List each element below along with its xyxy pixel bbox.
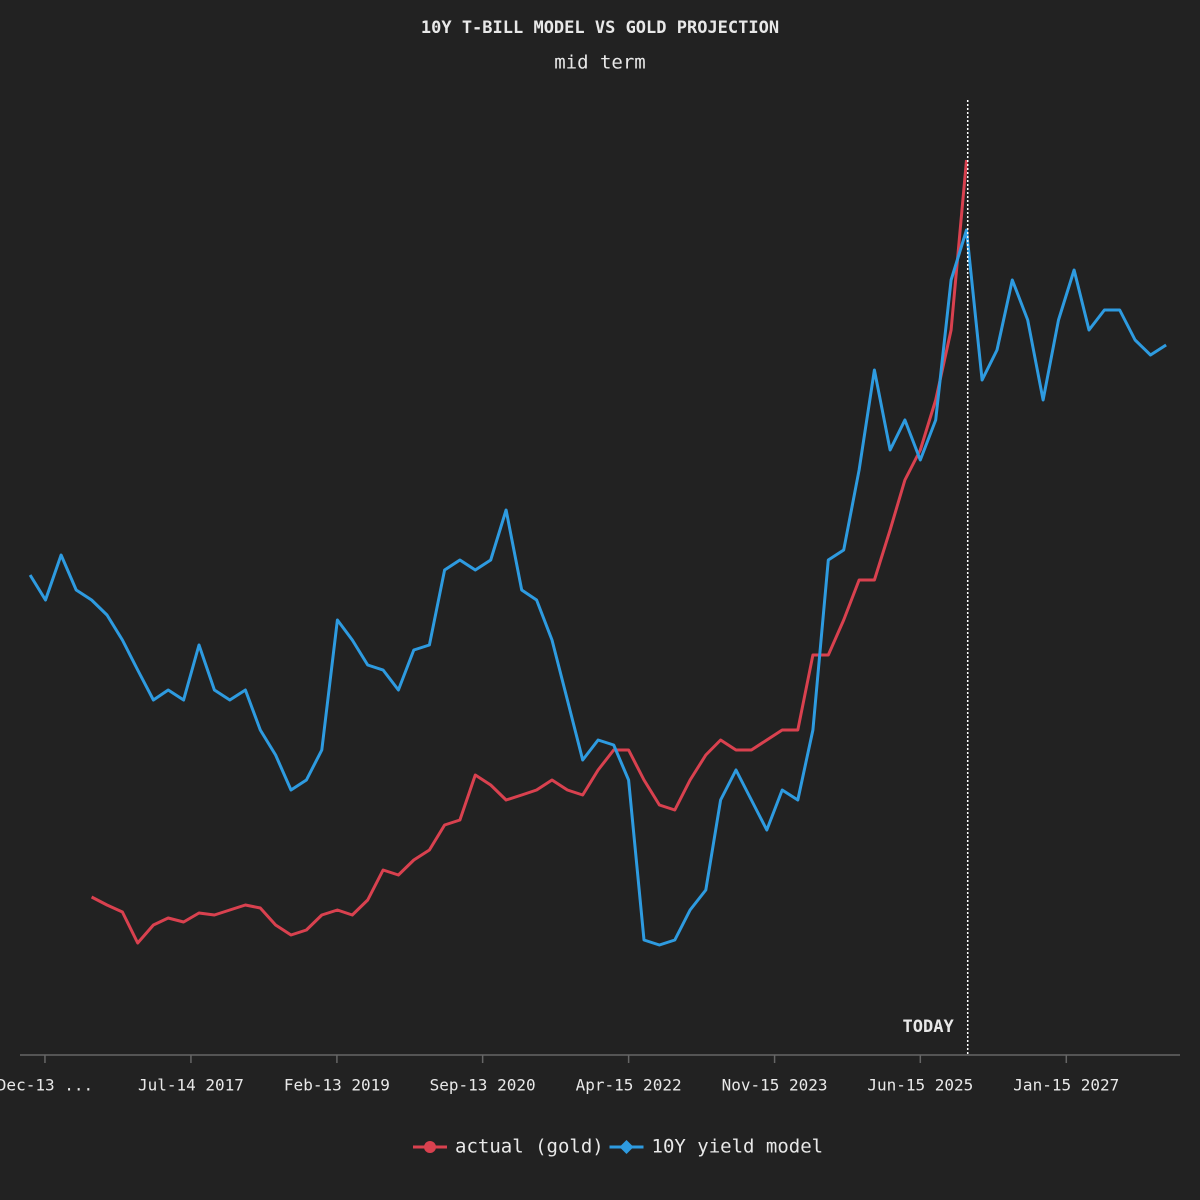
legend-label: actual (gold) xyxy=(455,1136,604,1158)
x-tick-label: Dec-13 ... xyxy=(0,1076,93,1095)
x-tick-label: Nov-15 2023 xyxy=(722,1076,828,1095)
legend-marker xyxy=(619,1140,634,1154)
chart-title: 10Y T-BILL MODEL VS GOLD PROJECTION xyxy=(421,18,779,38)
series-line xyxy=(28,228,1167,947)
x-tick-label: Jun-15 2025 xyxy=(867,1076,973,1095)
x-tick-label: Apr-15 2022 xyxy=(576,1076,682,1095)
legend-label: 10Y yield model xyxy=(652,1136,824,1158)
today-label: TODAY xyxy=(903,1017,955,1037)
x-tick-label: Jan-15 2027 xyxy=(1013,1076,1119,1095)
x-tick-label: Feb-13 2019 xyxy=(284,1076,390,1095)
legend-marker xyxy=(424,1141,436,1153)
chart-subtitle: mid term xyxy=(554,52,646,74)
x-tick-label: Sep-13 2020 xyxy=(430,1076,536,1095)
x-tick-label: Jul-14 2017 xyxy=(138,1076,244,1095)
